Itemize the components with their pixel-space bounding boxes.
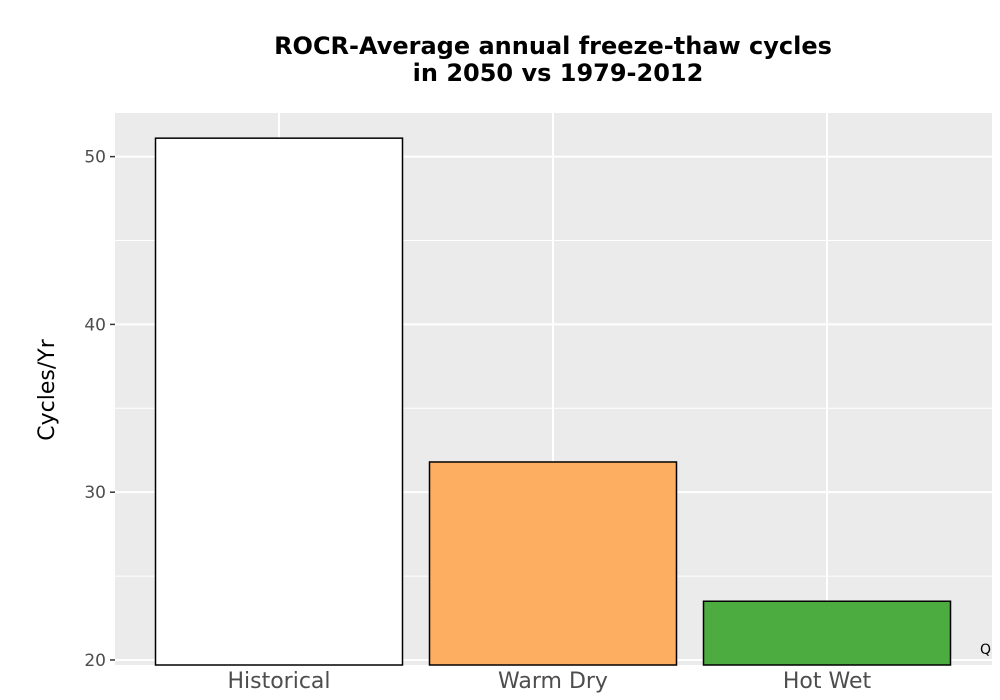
x-axis-ticks: Historical Warm Dry Hot Wet [227, 669, 871, 694]
y-tick-label: 40 [84, 315, 106, 335]
chart-title-line-1: ROCR-Average annual freeze-thaw cycles [274, 32, 832, 60]
x-tick-label: Hot Wet [783, 669, 872, 694]
y-axis-ticks: 20 30 40 50 [84, 148, 115, 671]
bars [154, 137, 952, 666]
y-axis-title: Cycles/Yr [35, 338, 60, 440]
y-tick-label: 50 [84, 148, 106, 168]
corner-note: Q [980, 642, 991, 658]
x-tick-label: Historical [227, 669, 330, 694]
y-tick-label: 20 [84, 651, 106, 671]
x-tick-label: Warm Dry [498, 669, 608, 694]
bar [428, 461, 678, 666]
y-tick-label: 30 [84, 483, 106, 503]
bar [702, 600, 952, 666]
bar [154, 137, 404, 666]
chart-title-line-2: in 2050 vs 1979-2012 [413, 59, 704, 87]
